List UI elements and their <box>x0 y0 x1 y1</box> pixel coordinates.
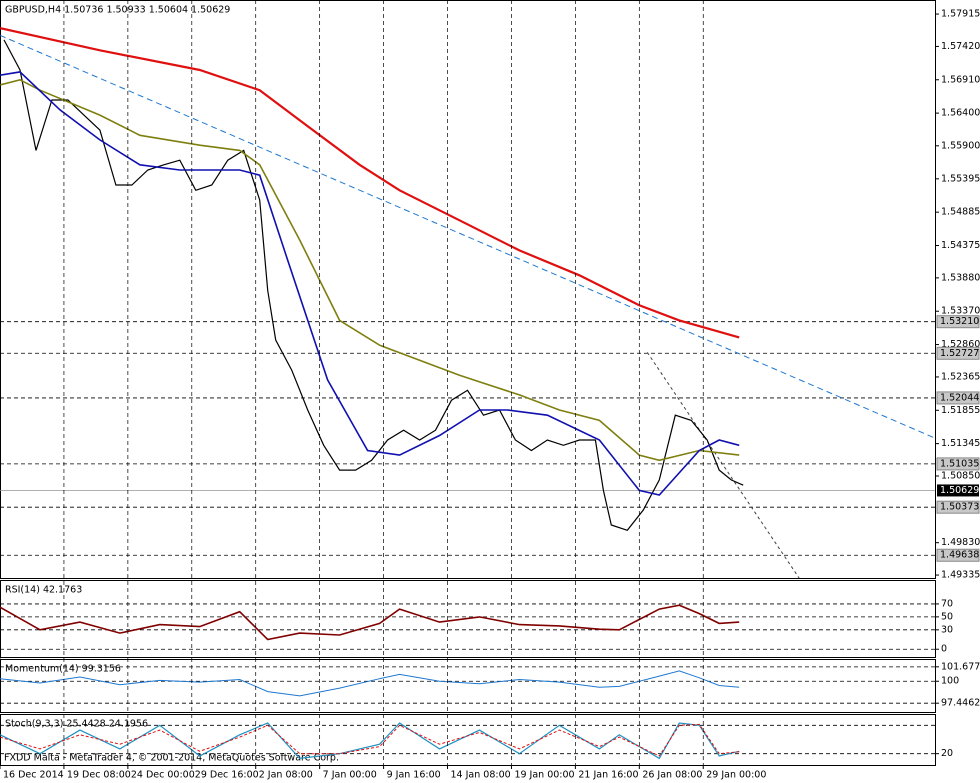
pane-title: Momentum(14) 99.3156 <box>5 664 121 675</box>
y-tick-label: 20 <box>941 748 953 759</box>
y-tick-label: 1.55900 <box>941 140 980 151</box>
y-tick-label: 97.4462 <box>941 698 980 709</box>
line-series <box>0 604 740 641</box>
level-label: 1.53210 <box>940 316 979 327</box>
level-label: 1.52044 <box>940 392 979 403</box>
x-tick-label: 14 Jan 08:00 <box>451 770 511 781</box>
level-box <box>936 457 980 471</box>
x-tick-label: 19 Dec 08:00 <box>67 770 131 781</box>
y-tick-label: 1.56400 <box>941 108 980 119</box>
line-series <box>0 27 740 339</box>
y-tick-label: 1.52365 <box>941 371 980 382</box>
level-label: 1.50373 <box>940 502 979 513</box>
pane-title: GBPUSD,H4 1.50736 1.50933 1.50604 1.5062… <box>5 5 230 16</box>
x-tick-label: 26 Jan 08:00 <box>642 770 702 781</box>
y-tick-label: 0 <box>941 644 947 655</box>
y-tick-label: 1.53880 <box>941 272 980 283</box>
x-tick-label: 24 Dec 00:00 <box>131 770 195 781</box>
y-tick-label: 1.53370 <box>941 306 980 317</box>
x-tick-label: 9 Jan 16:00 <box>387 770 441 781</box>
y-tick-label: 1.56910 <box>941 74 980 85</box>
x-tick-label: 29 Jan 00:00 <box>706 770 766 781</box>
current-price-label: 1.50629 <box>940 485 979 496</box>
y-tick-label: 1.54885 <box>941 207 980 218</box>
footer: FXDD Malta - MetaTrader 4, © 2001-2014, … <box>4 753 339 764</box>
x-tick-label: 29 Dec 16:00 <box>195 770 259 781</box>
y-tick-label: 1.57915 <box>941 9 980 20</box>
x-tick-label: 19 Jan 00:00 <box>514 770 574 781</box>
line-series <box>0 670 740 697</box>
line-series <box>0 723 740 757</box>
y-tick-label: 101.6774 <box>941 661 980 672</box>
x-tick-label: 2 Jan 08:00 <box>259 770 313 781</box>
level-box <box>936 500 980 514</box>
level-label: 1.49638 <box>940 550 979 561</box>
line-series <box>0 78 740 462</box>
y-tick-label: 30 <box>941 624 953 635</box>
y-tick-label: 1.49830 <box>941 537 980 548</box>
y-tick-label: 1.51345 <box>941 438 980 449</box>
level-label: 1.52727 <box>940 348 979 359</box>
y-tick-label: 70 <box>941 598 953 609</box>
level-box <box>936 391 980 405</box>
y-tick-label: 1.55395 <box>941 173 980 184</box>
pane-border <box>0 659 936 713</box>
pane-border <box>0 0 936 579</box>
x-tick-label: 16 Dec 2014 <box>3 770 64 781</box>
current-price-box <box>937 484 979 497</box>
y-tick-label: 1.51855 <box>941 405 980 416</box>
pane-border <box>0 580 936 658</box>
x-tick-label: 7 Jan 00:00 <box>323 770 377 781</box>
level-box <box>936 548 980 562</box>
pane-title: Stoch(9,3,3) 25.4428 24.1956 <box>5 719 148 730</box>
x-tick-label: 21 Jan 16:00 <box>578 770 638 781</box>
y-tick-label: 50 <box>941 611 953 622</box>
y-tick-label: 1.49335 <box>941 570 980 581</box>
line-series <box>3 39 744 532</box>
pane-title: RSI(14) 42.1763 <box>5 585 82 596</box>
y-tick-label: 100 <box>941 676 959 687</box>
y-tick-label: 1.54375 <box>941 240 980 251</box>
pane-border <box>0 714 936 766</box>
y-tick-label: 1.52860 <box>941 339 980 350</box>
y-tick-label: 1.57420 <box>941 41 980 52</box>
y-tick-label: 1.50850 <box>941 471 980 482</box>
level-box <box>936 346 980 360</box>
line-series <box>0 71 740 496</box>
level-label: 1.51035 <box>940 458 979 469</box>
level-box <box>936 315 980 329</box>
